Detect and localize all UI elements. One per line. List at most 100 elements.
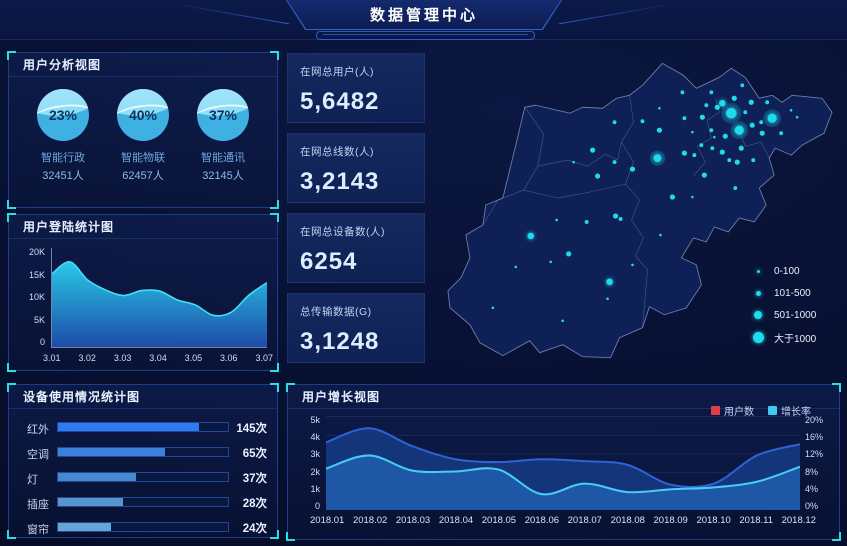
map-point [738, 145, 744, 151]
device-value: 24次 [242, 523, 267, 535]
gauge-label: 智能物联 [121, 152, 165, 164]
gauge-label: 智能行政 [41, 152, 85, 164]
map-point [514, 265, 518, 269]
panel-user-growth: 用户增长视图 用户数 增长率 5k 4k 3k 2k 1k 0 [286, 383, 841, 541]
device-label: 插座 [27, 499, 49, 511]
map-point [709, 128, 714, 133]
corner-bracket [270, 363, 279, 372]
map-point [709, 90, 714, 95]
tick-label: 2018.04 [438, 515, 474, 526]
map-point [640, 119, 645, 124]
map-point [682, 116, 687, 121]
legend-dot-icon [750, 331, 766, 343]
map-point [726, 108, 737, 119]
device-value: 65次 [242, 448, 267, 460]
tick-label: 3.04 [149, 353, 167, 363]
gauge-count: 32451人 [42, 170, 84, 182]
map-point [590, 147, 596, 153]
tick-label: 10K [28, 292, 45, 302]
map-point [704, 103, 709, 108]
map-point [659, 233, 662, 237]
device-value: 37次 [242, 473, 267, 485]
map-point [612, 213, 619, 219]
gauge-percent: 37% [208, 107, 238, 123]
map-point [680, 90, 685, 95]
tick-label: 3.01 [43, 353, 61, 363]
map-point [612, 120, 617, 125]
bar-track [57, 447, 229, 457]
stat-card-total-devices: 在网总设备数(人) 6254 [287, 213, 425, 283]
corner-bracket [7, 530, 16, 539]
tick-label: 2018.09 [653, 515, 688, 526]
bar-fill [58, 498, 123, 506]
gauge-count: 62457人 [122, 170, 164, 182]
map-point [749, 122, 755, 128]
map-point [734, 159, 740, 165]
map-point [631, 263, 634, 267]
corner-bracket [7, 383, 16, 392]
tick-label: 3.02 [78, 353, 96, 363]
header-title-plate: 数据管理中心 [286, 0, 562, 30]
gauge-count: 32145人 [202, 170, 244, 182]
map-point [561, 319, 564, 323]
login-chart-y-axis: 20K 15K 10K 5K 0 [15, 247, 45, 347]
legend-dot-icon [750, 311, 766, 319]
growth-chart-x-axis: 2018.01 2018.02 2018.03 2018.04 2018.05 2018.… [310, 515, 816, 526]
map-point [748, 99, 754, 105]
tick-label: 16% [805, 432, 824, 443]
legend-item-users[interactable]: 用户数 [711, 403, 754, 418]
tick-label: 0% [805, 500, 819, 511]
gauge-percent: 40% [128, 107, 158, 123]
stat-card-total-users: 在网总用户(人) 5,6482 [287, 53, 425, 123]
map-point [714, 104, 720, 110]
device-value: 28次 [242, 498, 267, 510]
tick-label: 2018.02 [352, 515, 388, 526]
legend-item-growth-rate[interactable]: 增长率 [768, 403, 811, 418]
map-point [692, 153, 697, 158]
panel-title-device-usage: 设备使用情况统计图 [9, 385, 277, 409]
device-label: 窗帘 [27, 524, 49, 536]
map-point [719, 100, 726, 107]
device-bar-row: 窗帘 24次 [9, 517, 277, 538]
gauge-group: 23% 智能行政 32451人 40% 智能物联 62457人 37% 智能通讯… [9, 89, 277, 183]
map-point [606, 297, 609, 301]
tick-label: 15K [28, 269, 45, 280]
map-point [759, 130, 765, 136]
map-point [759, 120, 764, 125]
map-outline [447, 62, 833, 359]
bar-track [57, 497, 229, 507]
map-point [527, 232, 534, 240]
legend-swatch-users [711, 406, 720, 415]
stat-value: 3,1248 [300, 328, 380, 355]
tick-label: 4k [310, 432, 320, 443]
device-value: 145次 [236, 423, 267, 435]
map-point [731, 95, 737, 101]
liquid-gauge: 37% [197, 89, 249, 141]
tick-label: 2018.06 [524, 515, 560, 526]
tick-label: 0 [39, 337, 45, 347]
corner-bracket [832, 383, 841, 392]
map-point [733, 186, 738, 190]
panel-user-analysis: 用户分析视图 23% 智能行政 32451人 40% 智能物联 62457人 3… [7, 51, 279, 209]
corner-bracket [832, 532, 841, 541]
bar-fill [58, 448, 166, 456]
gauge-label: 智能通讯 [201, 152, 245, 164]
corner-bracket [7, 51, 16, 60]
bar-track [57, 422, 229, 432]
header-right-accent [558, 2, 678, 25]
stat-label: 在网总线数(人) [300, 146, 374, 158]
device-label: 空调 [27, 449, 49, 461]
corner-bracket [270, 530, 279, 539]
map-point [572, 160, 575, 164]
growth-chart-right-axis: 20% 16% 12% 8% 4% 0% [805, 415, 833, 511]
map-point [566, 251, 572, 257]
map-point [727, 158, 732, 163]
bar-track [57, 522, 229, 532]
legend-dot-icon [750, 269, 766, 273]
tick-label: 3.05 [184, 353, 203, 363]
growth-chart-legend: 用户数 增长率 [711, 403, 811, 418]
map-point [713, 135, 716, 139]
tick-label: 3.06 [220, 353, 238, 363]
header-left-accent [170, 2, 290, 25]
device-label: 灯 [27, 474, 38, 486]
